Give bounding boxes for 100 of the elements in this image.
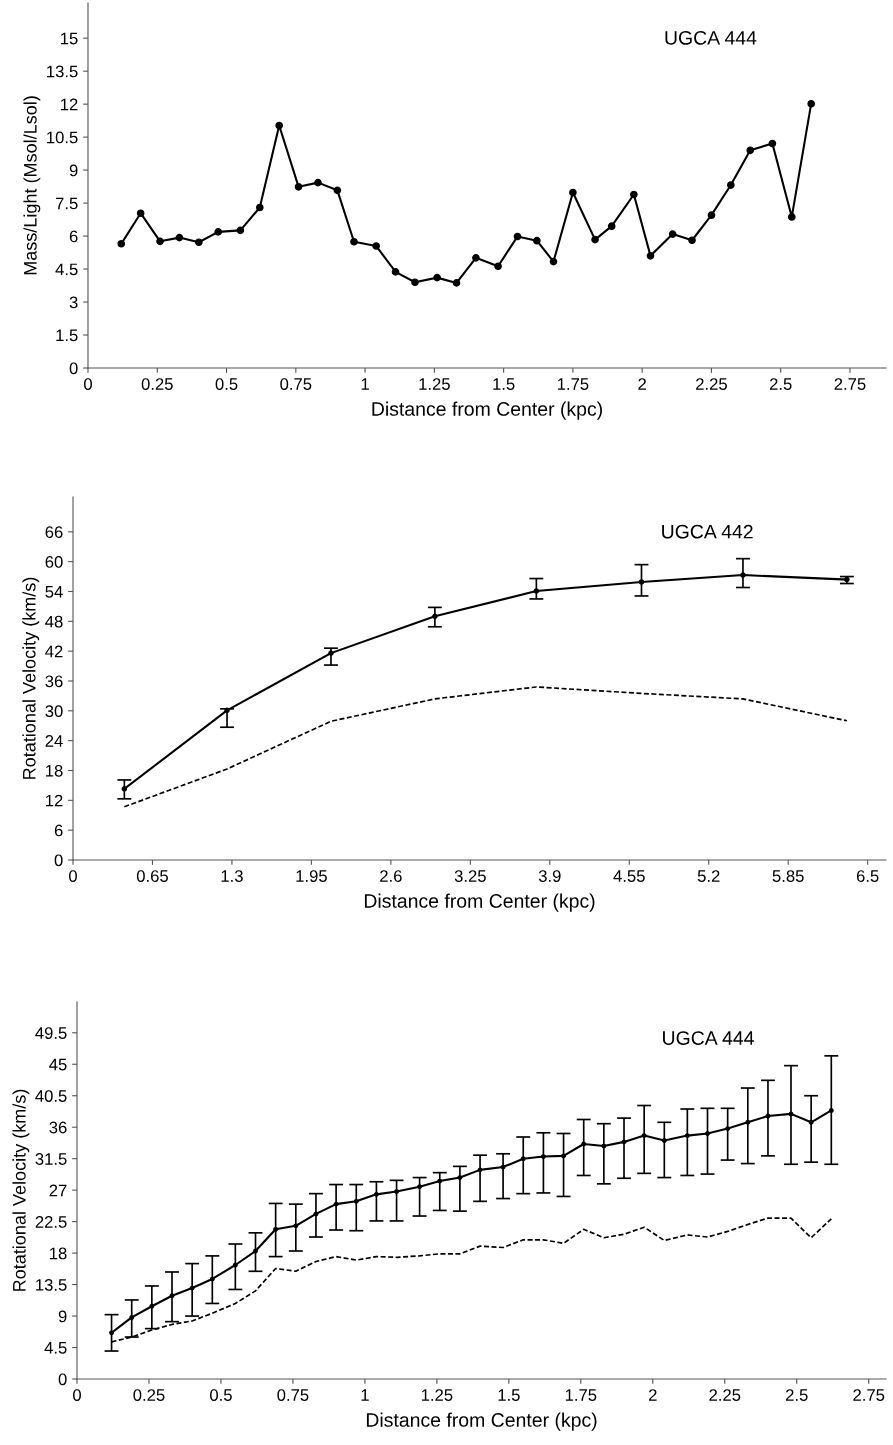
x-tick-label: 6.5 — [856, 870, 879, 882]
x-axis-title: Distance from Center (kpc) — [364, 893, 595, 912]
x-tick-label: 5.85 — [772, 870, 804, 882]
x-tick-label: 2.75 — [834, 378, 866, 390]
x-tick-label: 1.3 — [221, 870, 243, 882]
point — [314, 178, 322, 187]
x-tick-label: 1 — [361, 378, 369, 390]
y-axis-title: Rotational Velocity (km/s) — [12, 1089, 30, 1291]
y-tick-label: 42 — [45, 645, 63, 658]
x-axis-title: Distance from Center (kpc) — [372, 401, 602, 420]
point — [705, 1131, 710, 1136]
y-tick-label: 6 — [69, 230, 78, 243]
point — [607, 222, 616, 230]
y-tick-label: 12 — [46, 794, 63, 807]
point — [394, 1189, 400, 1194]
y-tick-label: 66 — [45, 526, 63, 539]
text: UGCA 444 — [665, 30, 757, 45]
point — [411, 278, 419, 287]
text: UGCA 444 — [663, 1031, 754, 1045]
x-tick-label: 1.5 — [498, 1389, 520, 1401]
point — [255, 203, 264, 212]
point — [136, 209, 145, 218]
point — [195, 238, 203, 247]
y-tick-label: 13.5 — [47, 65, 78, 78]
point — [746, 146, 755, 155]
point — [533, 236, 541, 245]
x-tick-label: 3.9 — [538, 870, 561, 882]
point — [540, 1154, 546, 1160]
point — [433, 273, 441, 282]
point — [569, 188, 577, 197]
y-axis-title: Rotational Velocity (km/s) — [22, 577, 40, 779]
x-tick-label: 4.55 — [613, 870, 645, 882]
x-tick-label: 2.75 — [853, 1389, 885, 1401]
point — [391, 268, 400, 276]
line-series — [123, 686, 848, 808]
x-tick-label: 0.5 — [215, 378, 238, 390]
point — [472, 254, 480, 262]
point — [787, 213, 796, 221]
x-tick-label: 0.25 — [133, 1389, 165, 1401]
y-tick-label: 7.5 — [55, 197, 78, 210]
point — [807, 99, 816, 108]
y-tick-label: 4.5 — [55, 263, 78, 276]
x-tick-label: 0 — [84, 378, 92, 390]
y-tick-label: 48 — [45, 615, 63, 628]
point — [117, 239, 126, 248]
point — [175, 233, 184, 242]
point — [494, 262, 502, 271]
y-tick-label: 60 — [45, 556, 63, 568]
x-tick-label: 2 — [649, 1389, 657, 1401]
x-axis-title: Distance from Center (kpc) — [366, 1412, 597, 1431]
point — [646, 252, 655, 260]
x-tick-label: 0.5 — [210, 1389, 232, 1401]
y-tick-label: 24 — [45, 735, 63, 747]
y-tick-label: 10.5 — [47, 131, 78, 144]
y-axis-title: Mass/Light (Msol/Lsol) — [23, 96, 41, 275]
x-tick-label: 2.25 — [709, 1389, 741, 1401]
point — [591, 235, 599, 244]
x-tick-label: 2.6 — [380, 870, 402, 882]
x-tick-label: 1.5 — [493, 378, 515, 390]
y-tick-label: 40.5 — [35, 1090, 67, 1102]
y-tick-label: 54 — [45, 586, 63, 598]
y-tick-label: 18 — [50, 1247, 67, 1260]
point — [688, 236, 696, 245]
x-tick-label: 0.25 — [141, 378, 173, 390]
y-tick-label: 31.5 — [35, 1153, 67, 1165]
x-tick-label: 5.2 — [697, 870, 720, 882]
x-tick-label: 1.95 — [296, 870, 327, 882]
x-tick-label: 2 — [638, 378, 646, 390]
x-tick-label: 1.75 — [565, 1389, 597, 1401]
point — [333, 186, 342, 195]
point — [372, 242, 380, 250]
y-tick-label: 36 — [49, 1121, 67, 1134]
text: UGCA 442 — [662, 524, 753, 539]
x-tick-label: 0.65 — [136, 870, 168, 882]
y-tick-label: 1.5 — [56, 329, 78, 342]
x-tick-label: 1.25 — [419, 378, 450, 390]
point — [156, 237, 164, 246]
y-tick-label: 13.5 — [36, 1278, 67, 1291]
x-tick-label: 0.75 — [277, 1389, 309, 1401]
point — [549, 257, 558, 266]
y-tick-label: 12 — [61, 98, 78, 111]
x-tick-label: 3.25 — [454, 870, 486, 882]
y-tick-label: 0 — [58, 1373, 67, 1386]
point — [417, 1184, 423, 1190]
point — [513, 232, 522, 241]
y-tick-label: 45 — [49, 1058, 67, 1071]
point — [727, 181, 735, 189]
x-tick-label: 0.75 — [280, 378, 312, 390]
y-tick-label: 9 — [58, 1310, 67, 1323]
x-tick-label: 1.75 — [557, 378, 589, 390]
point — [768, 139, 777, 148]
y-tick-label: 0 — [54, 854, 63, 867]
point — [707, 211, 716, 220]
point — [214, 228, 223, 236]
point — [294, 182, 303, 191]
y-tick-label: 15 — [61, 32, 78, 45]
y-tick-label: 30 — [45, 705, 63, 718]
point — [275, 121, 284, 130]
y-tick-label: 9 — [69, 164, 78, 177]
point — [236, 226, 245, 235]
